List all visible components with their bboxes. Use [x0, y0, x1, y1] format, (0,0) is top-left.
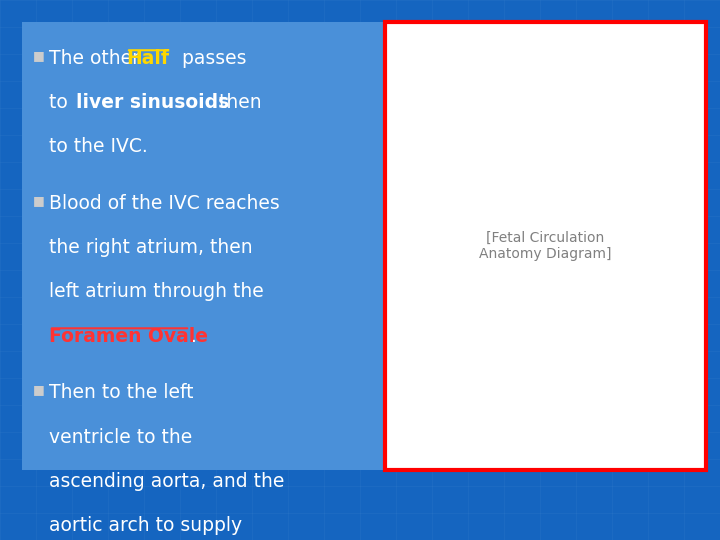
Text: ascending aorta, and the: ascending aorta, and the: [49, 472, 284, 491]
Text: passes: passes: [170, 49, 246, 68]
Text: .: .: [191, 327, 197, 346]
Text: the right atrium, then: the right atrium, then: [49, 238, 253, 257]
Text: Blood of the IVC reaches: Blood of the IVC reaches: [49, 194, 279, 213]
FancyBboxPatch shape: [385, 22, 706, 470]
Text: to the IVC.: to the IVC.: [49, 137, 148, 156]
Text: Foramen Ovale: Foramen Ovale: [49, 327, 208, 346]
Text: Half: Half: [126, 49, 169, 68]
Text: ■: ■: [32, 49, 44, 62]
Text: [Fetal Circulation
Anatomy Diagram]: [Fetal Circulation Anatomy Diagram]: [479, 231, 612, 261]
Text: ■: ■: [32, 383, 44, 396]
Text: Then to the left: Then to the left: [49, 383, 194, 402]
Text: ■: ■: [32, 194, 44, 207]
Text: liver sinusoids: liver sinusoids: [76, 93, 229, 112]
Text: left atrium through the: left atrium through the: [49, 282, 264, 301]
Text: ventricle to the: ventricle to the: [49, 428, 192, 447]
FancyBboxPatch shape: [22, 22, 396, 470]
Text: The other: The other: [49, 49, 146, 68]
Text: aortic arch to supply: aortic arch to supply: [49, 516, 242, 535]
Text: to: to: [49, 93, 73, 112]
Text: then: then: [213, 93, 262, 112]
